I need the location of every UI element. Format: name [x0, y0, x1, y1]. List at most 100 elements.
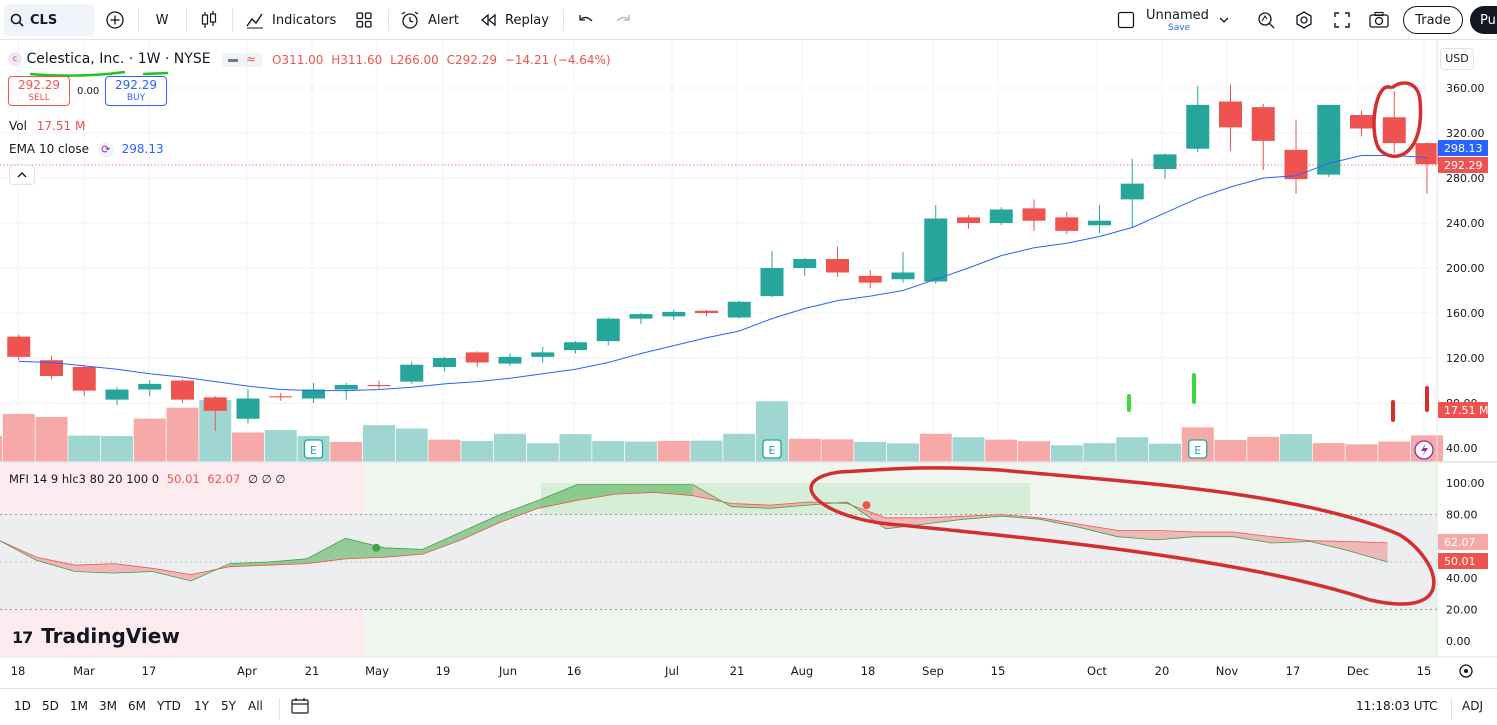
compare-button[interactable] — [103, 0, 127, 40]
range-button-all[interactable]: All — [248, 699, 263, 713]
replay-button[interactable]: Replay — [480, 0, 552, 40]
mfi-value: 50.01 — [166, 472, 200, 486]
candle-body — [793, 259, 817, 268]
symbol-search-button[interactable]: CLS — [4, 4, 94, 36]
layout-name: Unnamed — [1146, 7, 1209, 23]
ema-legend[interactable]: EMA 10 close ⟳ 298.13 — [9, 142, 164, 158]
range-button-3m[interactable]: 3M — [99, 699, 117, 713]
mfi-fill-segment — [924, 516, 963, 525]
candle — [236, 389, 260, 424]
volume-bar — [101, 435, 133, 462]
sell-button[interactable]: 292.29 SELL — [8, 76, 70, 106]
legend-status-badges[interactable]: ≈ — [222, 52, 262, 67]
volume-bar — [363, 425, 395, 462]
mfi-tick-label: 100.00 — [1446, 477, 1485, 490]
candle-body — [1055, 217, 1079, 231]
candle — [629, 313, 653, 325]
annotation-underline-name — [29, 70, 126, 77]
layout-dropdown[interactable] — [1218, 0, 1232, 40]
annotation-ellipse-mfi — [809, 466, 1436, 606]
candle — [433, 356, 456, 372]
legend-low: L266.00 — [390, 53, 439, 67]
price-tick-label: 320.00 — [1446, 127, 1485, 140]
gear-center — [1464, 669, 1468, 673]
range-button-ytd[interactable]: YTD — [157, 699, 181, 713]
mfi-fill-segment — [1194, 531, 1234, 537]
indicators-button[interactable]: Indicators — [245, 0, 340, 40]
goto-date-button[interactable] — [290, 696, 310, 719]
volume-bar — [1312, 443, 1345, 462]
trade-button[interactable]: Trade — [1403, 6, 1463, 34]
mfi-cross-up-dot — [372, 543, 381, 552]
volume-bar — [133, 418, 166, 462]
collapse-legend-button[interactable] — [9, 165, 35, 185]
range-button-1y[interactable]: 1Y — [194, 699, 209, 713]
candle — [269, 392, 293, 401]
undo-button[interactable] — [575, 0, 597, 40]
search-icon — [10, 13, 24, 27]
time-tick-label: 20 — [1155, 664, 1170, 678]
settings-button[interactable] — [1293, 0, 1315, 40]
candle — [105, 387, 129, 406]
chart-type-button[interactable] — [198, 0, 220, 40]
clock-label[interactable]: 11:18:03 UTC — [1356, 699, 1438, 713]
candle — [564, 341, 587, 354]
indicators-icon — [246, 13, 263, 29]
currency-button[interactable]: USD — [1440, 48, 1474, 70]
range-button-1d[interactable]: 1D — [14, 699, 31, 713]
range-button-5y[interactable]: 5Y — [221, 699, 236, 713]
publish-button[interactable]: Pu — [1470, 6, 1497, 34]
candle-body — [269, 396, 293, 398]
volume-bar — [35, 417, 68, 462]
layout-checkbox[interactable] — [1116, 0, 1136, 40]
redo-button[interactable] — [612, 0, 634, 40]
time-tick-label: Nov — [1216, 664, 1239, 678]
layout-name-button[interactable]: Unnamed Save — [1146, 0, 1236, 40]
earnings-label: E — [310, 444, 317, 457]
earnings-label: E — [1194, 444, 1201, 457]
volume-bar — [166, 407, 199, 462]
ema-price-tag-bg — [1438, 140, 1488, 156]
candle — [531, 346, 555, 363]
candle-body — [1415, 143, 1439, 165]
candle — [891, 252, 915, 283]
volume-bar — [625, 441, 657, 462]
candle-body — [858, 275, 882, 283]
volume-legend[interactable]: Vol 17.51 M — [9, 119, 85, 133]
range-button-5d[interactable]: 5D — [42, 699, 59, 713]
mfi-cross-down-dot — [862, 501, 871, 510]
quick-search-button[interactable] — [1255, 0, 1277, 40]
candle — [498, 353, 522, 366]
range-button-6m[interactable]: 6M — [128, 699, 146, 713]
legend-title[interactable]: Celestica, Inc. · 1W · NYSE — [26, 51, 211, 67]
interval-button[interactable]: W — [155, 12, 169, 28]
sell-price: 292.29 — [18, 78, 60, 92]
alert-button[interactable]: Alert — [400, 0, 465, 40]
volume-bar — [854, 441, 887, 462]
candle-body — [400, 364, 424, 382]
adjust-button[interactable]: ADJ — [1462, 699, 1483, 713]
volume-label: Vol — [9, 119, 27, 133]
candle — [727, 300, 751, 319]
snapshot-button[interactable] — [1367, 0, 1391, 40]
time-tick-label: 17 — [142, 664, 157, 678]
fullscreen-button[interactable] — [1331, 0, 1353, 40]
templates-button[interactable] — [353, 0, 375, 40]
price-candles — [7, 84, 1439, 432]
legend-open: O311.00 — [272, 53, 324, 67]
candle-body — [171, 380, 194, 400]
buy-button[interactable]: 292.29 BUY — [105, 76, 167, 106]
mfi-legend[interactable]: MFI 14 9 hlc3 80 20 100 0 50.01 62.07 ∅ … — [9, 472, 285, 486]
candle — [1382, 91, 1406, 154]
time-axis[interactable]: 18 Mar 17 Apr 21 May 19 Jun 16 Jul 21 Aug 18 Sep 15 Oct… — [11, 664, 1473, 678]
candle — [40, 355, 63, 380]
candle-body — [727, 301, 751, 318]
grid-icon — [356, 12, 372, 28]
range-button-1m[interactable]: 1M — [70, 699, 88, 713]
volume-bar — [2, 413, 35, 462]
price-axis[interactable]: 360.00 320.00 280.00 240.00 200.00 160.00 120.… — [1438, 82, 1488, 455]
